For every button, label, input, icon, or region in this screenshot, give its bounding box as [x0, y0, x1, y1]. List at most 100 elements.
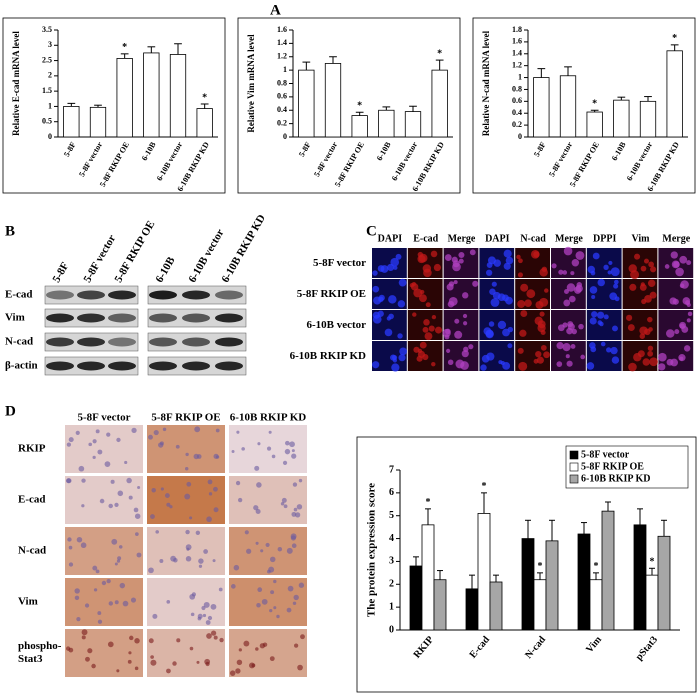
cell-stain: [647, 279, 656, 287]
cell-stain: [562, 343, 571, 352]
ihc-image: [147, 425, 225, 473]
ihc-nucleus: [229, 670, 236, 676]
error-bar: [469, 574, 475, 589]
ihc-nucleus: [257, 442, 261, 446]
cell-stain: [647, 350, 654, 357]
ihc-nucleus: [114, 600, 119, 605]
x-tick-label: pStat3: [634, 634, 660, 662]
cell-stain: [390, 354, 397, 361]
ihc-nucleus: [254, 465, 260, 471]
cell-stain: [609, 292, 618, 301]
cell-stain: [518, 258, 523, 264]
ihc-nucleus: [166, 600, 171, 604]
ihc-nucleus: [108, 601, 113, 606]
blot-band: [182, 313, 210, 323]
cell-stain: [686, 260, 692, 266]
ihc-nucleus: [76, 616, 81, 622]
cell-stain: [664, 264, 670, 269]
cell-stain: [431, 314, 437, 320]
blot-band: [46, 290, 74, 300]
x-tick-label: 5-8F vector: [312, 140, 339, 178]
x-tick-label: 6-10B vector: [390, 140, 420, 182]
ihc-nucleus: [68, 437, 74, 443]
ihc-nucleus: [114, 562, 118, 566]
cell-stain: [597, 278, 605, 287]
cell-stain: [391, 363, 400, 372]
bar: [63, 106, 80, 138]
cell-stain: [687, 311, 693, 317]
error-bar: [355, 111, 364, 116]
column-header: 5-8F RKIP OE: [151, 412, 220, 424]
blot-band: [77, 337, 105, 347]
cell-stain: [629, 283, 637, 291]
ihc-nucleus: [130, 597, 137, 603]
cell-stain: [603, 264, 609, 270]
ihc-nucleus: [81, 629, 88, 636]
y-tick-label: 2: [48, 71, 52, 80]
cell-stain: [530, 250, 540, 259]
significance-mark: *: [426, 497, 431, 508]
cell-stain: [469, 249, 476, 256]
panel-label: A: [270, 2, 281, 18]
ihc-image: [229, 629, 307, 677]
ihc-nucleus: [162, 427, 167, 432]
cell-stain: [448, 281, 455, 287]
cell-stain: [446, 348, 451, 353]
cell-stain: [487, 256, 496, 265]
ihc-nucleus: [194, 426, 201, 433]
ihc-nucleus: [210, 630, 217, 636]
cell-stain: [679, 283, 685, 289]
y-tick-label: 0.2: [512, 120, 522, 129]
cell-stain: [634, 253, 641, 260]
row-label: 5-8F vector: [313, 257, 366, 269]
ihc-nucleus: [189, 516, 193, 520]
cell-stain: [388, 295, 397, 304]
ihc-nucleus: [136, 552, 142, 558]
ihc-nucleus: [116, 669, 120, 673]
micrograph: [479, 310, 515, 340]
ihc-nucleus: [114, 502, 119, 507]
cell-stain: [607, 270, 612, 275]
error-bar: [413, 556, 419, 566]
error-bar: [302, 61, 311, 71]
error-bar: [147, 46, 156, 53]
blot-band: [149, 313, 177, 323]
bar: [577, 533, 591, 631]
ihc-nucleus: [158, 442, 164, 448]
cell-stain: [536, 356, 544, 364]
cell-stain: [462, 313, 468, 319]
cell-stain: [686, 318, 691, 323]
ihc-nucleus: [292, 601, 297, 606]
error-bar: [67, 102, 76, 107]
cell-stain: [576, 282, 583, 288]
cell-stain: [481, 354, 490, 363]
error-bar: [435, 59, 444, 71]
ihc-nucleus: [260, 549, 264, 553]
x-tick-label: 5-8F: [62, 140, 78, 158]
error-bar: [120, 53, 129, 59]
ihc-nucleus: [116, 559, 121, 563]
ihc-nucleus: [296, 504, 303, 510]
ihc-nucleus: [203, 601, 210, 608]
ihc-nucleus: [66, 646, 71, 651]
x-tick-label: 6-10B: [610, 140, 628, 162]
ihc-nucleus: [66, 442, 72, 447]
cell-stain: [648, 261, 655, 268]
row-label: E-cad: [18, 494, 46, 506]
ihc-nucleus: [111, 538, 118, 545]
bar: [645, 574, 659, 631]
cell-stain: [628, 362, 637, 372]
error-bar: [661, 519, 667, 537]
cell-stain: [666, 358, 674, 366]
cell-stain: [608, 260, 613, 266]
cell-stain: [430, 250, 438, 258]
cell-stain: [606, 347, 612, 353]
cell-stain: [526, 289, 536, 299]
cell-stain: [500, 360, 505, 366]
cell-stain: [571, 259, 580, 267]
ihc-nucleus: [241, 447, 245, 451]
ihc-nucleus: [97, 611, 102, 616]
ihc-nucleus: [215, 428, 220, 433]
significance-mark: *: [122, 42, 127, 53]
cell-stain: [422, 326, 429, 333]
